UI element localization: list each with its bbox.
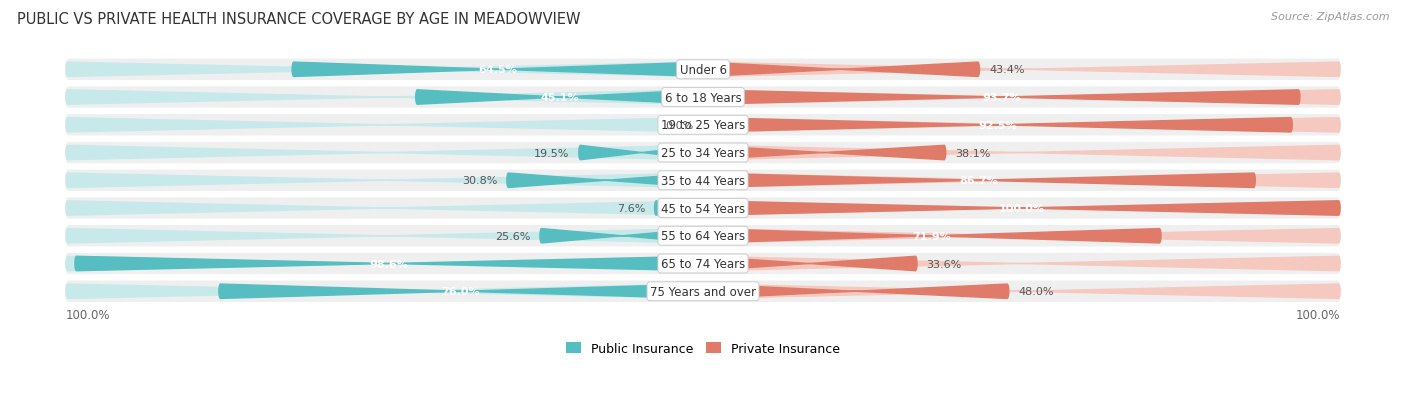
Text: 25.6%: 25.6% <box>495 231 530 241</box>
Polygon shape <box>703 146 946 160</box>
Text: 65 to 74 Years: 65 to 74 Years <box>661 257 745 271</box>
Text: Under 6: Under 6 <box>679 64 727 76</box>
Text: 30.8%: 30.8% <box>461 176 498 186</box>
Text: 75 Years and over: 75 Years and over <box>650 285 756 298</box>
Text: 93.7%: 93.7% <box>983 93 1021 103</box>
Polygon shape <box>66 171 1340 191</box>
Text: 98.6%: 98.6% <box>370 259 408 269</box>
Text: 43.4%: 43.4% <box>988 65 1025 75</box>
Polygon shape <box>66 254 1340 274</box>
Polygon shape <box>292 63 703 77</box>
Polygon shape <box>703 63 1340 77</box>
Text: 64.5%: 64.5% <box>478 65 517 75</box>
Polygon shape <box>66 60 1340 80</box>
Polygon shape <box>506 173 703 188</box>
Text: Source: ZipAtlas.com: Source: ZipAtlas.com <box>1271 12 1389 22</box>
Legend: Public Insurance, Private Insurance: Public Insurance, Private Insurance <box>561 337 845 360</box>
Polygon shape <box>579 146 703 160</box>
Text: 38.1%: 38.1% <box>955 148 991 158</box>
Polygon shape <box>66 284 703 299</box>
Text: 86.7%: 86.7% <box>960 176 998 186</box>
Polygon shape <box>703 229 1161 243</box>
Polygon shape <box>703 229 1340 243</box>
Polygon shape <box>703 63 980 77</box>
Polygon shape <box>703 90 1301 105</box>
Text: PUBLIC VS PRIVATE HEALTH INSURANCE COVERAGE BY AGE IN MEADOWVIEW: PUBLIC VS PRIVATE HEALTH INSURANCE COVER… <box>17 12 581 27</box>
Text: 33.6%: 33.6% <box>927 259 962 269</box>
Text: 92.5%: 92.5% <box>979 121 1017 131</box>
Polygon shape <box>66 282 1340 301</box>
Polygon shape <box>703 201 1340 216</box>
Polygon shape <box>219 284 703 299</box>
Polygon shape <box>703 284 1340 299</box>
Polygon shape <box>703 201 1340 216</box>
Polygon shape <box>66 199 1340 218</box>
Polygon shape <box>66 116 1340 135</box>
Polygon shape <box>703 118 1292 133</box>
Polygon shape <box>66 90 703 105</box>
Polygon shape <box>66 63 703 77</box>
Text: 25 to 34 Years: 25 to 34 Years <box>661 147 745 160</box>
Polygon shape <box>66 173 703 188</box>
Text: 19.5%: 19.5% <box>534 148 569 158</box>
Polygon shape <box>66 88 1340 108</box>
Polygon shape <box>703 256 917 271</box>
Polygon shape <box>66 118 703 133</box>
Polygon shape <box>416 90 703 105</box>
Polygon shape <box>703 90 1340 105</box>
Text: 6 to 18 Years: 6 to 18 Years <box>665 91 741 104</box>
Text: 76.0%: 76.0% <box>441 287 481 297</box>
Polygon shape <box>66 256 703 271</box>
Polygon shape <box>703 118 1340 133</box>
Text: 7.6%: 7.6% <box>617 204 645 214</box>
Polygon shape <box>66 143 1340 163</box>
Polygon shape <box>66 229 703 243</box>
Text: 35 to 44 Years: 35 to 44 Years <box>661 174 745 188</box>
Text: 100.0%: 100.0% <box>1295 309 1340 322</box>
Polygon shape <box>540 229 703 243</box>
Polygon shape <box>75 256 703 271</box>
Polygon shape <box>66 226 1340 246</box>
Text: 71.9%: 71.9% <box>912 231 952 241</box>
Polygon shape <box>703 146 1340 160</box>
Polygon shape <box>66 201 703 216</box>
Text: 0.0%: 0.0% <box>665 121 693 131</box>
Text: 19 to 25 Years: 19 to 25 Years <box>661 119 745 132</box>
Polygon shape <box>703 173 1256 188</box>
Text: 100.0%: 100.0% <box>998 204 1045 214</box>
Text: 48.0%: 48.0% <box>1018 287 1054 297</box>
Text: 55 to 64 Years: 55 to 64 Years <box>661 230 745 243</box>
Polygon shape <box>66 146 703 160</box>
Polygon shape <box>703 256 1340 271</box>
Polygon shape <box>703 284 1008 299</box>
Polygon shape <box>655 201 703 216</box>
Text: 45 to 54 Years: 45 to 54 Years <box>661 202 745 215</box>
Text: 45.1%: 45.1% <box>540 93 579 103</box>
Polygon shape <box>703 173 1340 188</box>
Text: 100.0%: 100.0% <box>66 309 111 322</box>
